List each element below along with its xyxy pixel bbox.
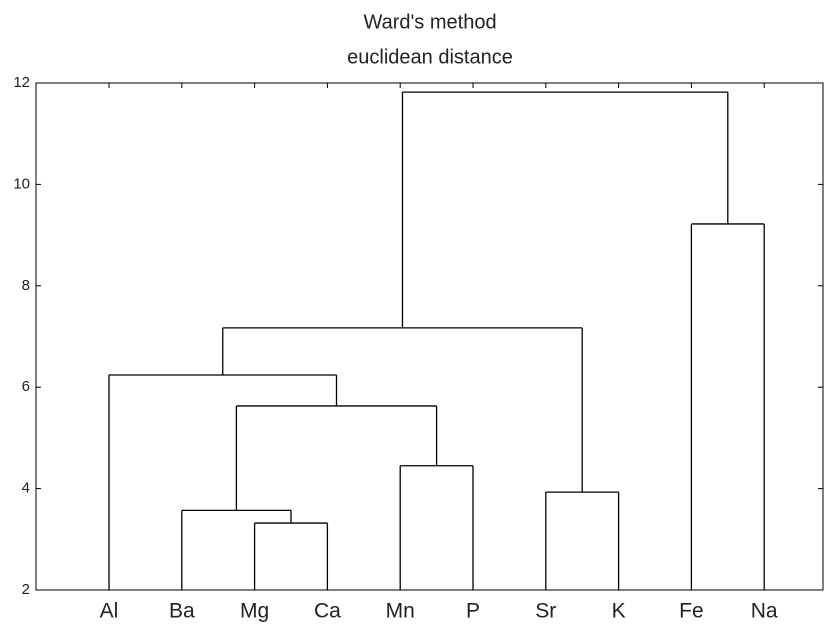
- y-tick-label: 8: [22, 277, 30, 294]
- y-tick-label: 10: [13, 175, 30, 192]
- chart-title: Ward's method: [363, 11, 496, 33]
- y-tick-label: 6: [22, 378, 30, 395]
- y-tick-label: 2: [22, 581, 30, 598]
- leaf-label: Na: [751, 600, 778, 623]
- leaf-label: Al: [100, 600, 119, 623]
- y-tick-label: 12: [13, 74, 30, 91]
- leaf-label: Fe: [679, 600, 704, 623]
- leaf-label: Sr: [535, 600, 556, 623]
- plot-frame: [35, 82, 824, 591]
- leaf-label: Mn: [386, 600, 415, 623]
- chart-subtitle: euclidean distance: [347, 46, 513, 68]
- leaf-label: P: [466, 600, 480, 623]
- leaf-label: Ba: [169, 600, 195, 623]
- leaf-label: Ca: [314, 600, 341, 623]
- leaf-label: K: [612, 600, 626, 623]
- leaf-label: Mg: [240, 600, 269, 623]
- y-tick-label: 4: [22, 480, 30, 497]
